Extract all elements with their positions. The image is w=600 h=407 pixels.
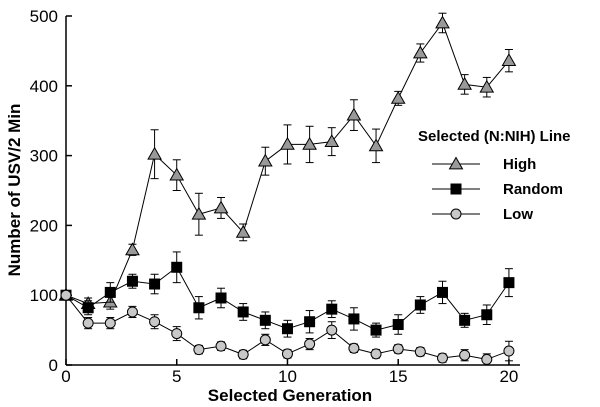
- data-point-random: [104, 286, 116, 298]
- data-point-low: [436, 352, 448, 364]
- data-point-random: [481, 309, 493, 321]
- data-point-high: [412, 45, 428, 59]
- data-point-random: [459, 314, 471, 326]
- y-tick-label: 0: [49, 356, 58, 375]
- data-point-random: [326, 303, 338, 315]
- data-point-low: [259, 334, 271, 346]
- data-point-low: [414, 346, 426, 358]
- x-tick-label: 0: [61, 367, 70, 386]
- data-point-high: [368, 138, 384, 152]
- data-point-low: [237, 349, 249, 361]
- data-point-low: [82, 317, 94, 329]
- data-point-high: [169, 167, 185, 181]
- data-point-high: [390, 90, 406, 104]
- data-point-high: [191, 206, 207, 220]
- legend: Selected (N:NIH) Line High Random Low: [418, 128, 571, 223]
- y-tick-label: 300: [30, 147, 58, 166]
- data-point-low: [281, 348, 293, 360]
- data-point-high: [257, 153, 273, 167]
- data-point-random: [149, 278, 161, 290]
- legend-title: Selected (N:NIH) Line: [418, 128, 571, 145]
- data-point-low: [370, 348, 382, 360]
- y-tick-label: 500: [30, 7, 58, 26]
- y-tick-label: 100: [30, 286, 58, 305]
- data-point-random: [215, 292, 227, 304]
- data-point-high: [457, 76, 472, 90]
- data-point-random: [281, 323, 293, 335]
- data-point-low: [348, 342, 360, 354]
- data-point-low: [193, 344, 205, 356]
- data-point-low: [481, 353, 493, 365]
- data-point-random: [193, 302, 205, 314]
- data-point-high: [213, 200, 229, 214]
- data-point-low: [60, 289, 72, 301]
- data-point-high: [435, 15, 450, 29]
- data-point-random: [304, 316, 316, 328]
- data-point-high: [324, 134, 340, 148]
- data-point-low: [215, 340, 227, 352]
- legend-label-low: Low: [503, 206, 533, 223]
- data-point-high: [235, 224, 251, 238]
- legend-label-high: High: [503, 156, 536, 173]
- legend-marker-low: [450, 208, 462, 220]
- data-point-low: [326, 324, 338, 336]
- data-point-random: [503, 277, 515, 289]
- data-point-low: [304, 338, 316, 350]
- data-point-low: [459, 349, 471, 361]
- data-point-random: [171, 261, 183, 273]
- data-point-random: [348, 313, 360, 325]
- data-point-random: [126, 275, 138, 287]
- data-point-high: [302, 136, 317, 150]
- data-point-random: [259, 314, 271, 326]
- x-tick-label: 5: [172, 367, 181, 386]
- data-point-low: [171, 328, 183, 340]
- y-tick-label: 400: [30, 77, 58, 96]
- data-point-low: [126, 306, 138, 318]
- data-point-low: [392, 343, 404, 355]
- data-point-random: [370, 324, 382, 336]
- legend-marker-random: [450, 183, 462, 195]
- legend-marker-high: [448, 156, 464, 170]
- data-point-low: [503, 345, 515, 357]
- data-point-low: [104, 317, 116, 329]
- data-point-random: [237, 306, 249, 318]
- x-tick-label: 20: [499, 367, 518, 386]
- x-axis-title: Selected Generation: [208, 386, 372, 405]
- data-point-random: [414, 299, 426, 311]
- plot-area: 0 100 200 300 400 500 0 5 10 15 20: [30, 7, 520, 386]
- data-point-high: [280, 136, 295, 150]
- data-point-high: [346, 107, 362, 121]
- legend-label-random: Random: [503, 181, 563, 198]
- data-point-random: [436, 286, 448, 298]
- data-point-low: [149, 316, 161, 328]
- data-point-high: [125, 242, 140, 256]
- data-point-random: [82, 302, 94, 314]
- x-tick-label: 10: [278, 367, 297, 386]
- data-point-high: [479, 79, 495, 93]
- y-axis-title: Number of USV/2 Min: [5, 104, 24, 277]
- data-point-high: [501, 53, 517, 67]
- x-tick-label: 15: [389, 367, 408, 386]
- y-tick-label: 200: [30, 216, 58, 235]
- data-point-random: [392, 319, 404, 331]
- data-point-high: [147, 146, 162, 160]
